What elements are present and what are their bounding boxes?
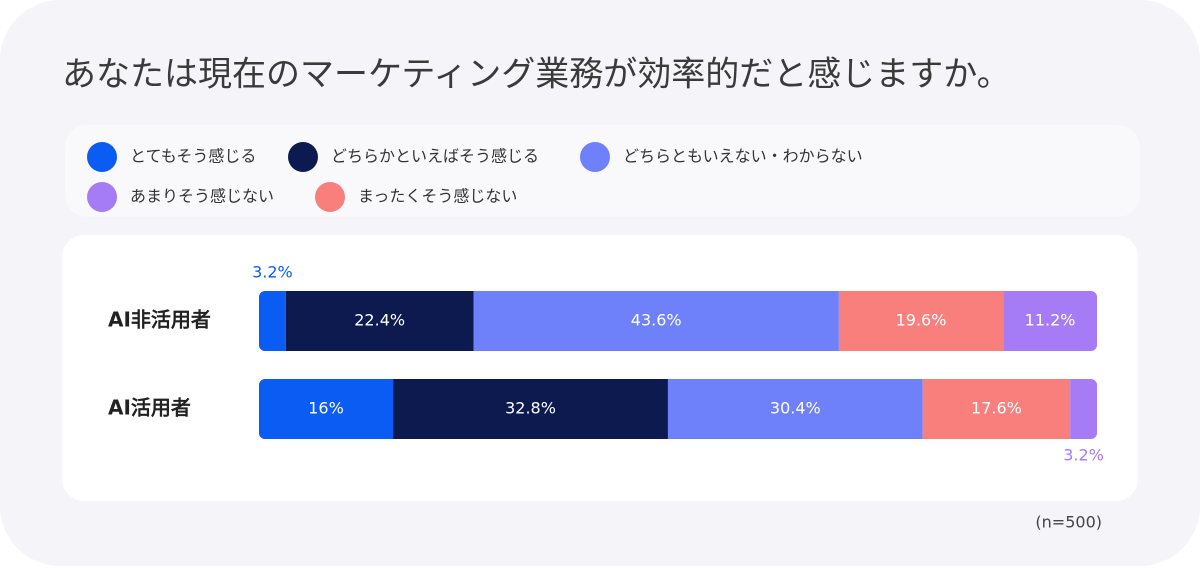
legend-swatch [87, 142, 117, 172]
bar-segment [259, 379, 394, 439]
legend-label: どちらともいえない・わからない [623, 147, 863, 166]
note: (n=500) [1035, 513, 1102, 532]
bar-segment [1003, 291, 1097, 351]
value-label: 32.8% [505, 399, 556, 418]
legend-swatch [87, 182, 117, 212]
bar-segment [259, 291, 286, 351]
value-label: 11.2% [1025, 311, 1076, 330]
value-label: 43.6% [631, 311, 682, 330]
legend-label: どちらかといえばそう感じる [331, 147, 539, 166]
plot-box [62, 235, 1138, 501]
marks: とてもそう感じる どちらかといえばそう感じる どちらともいえない・わからないあまりそ… [87, 142, 1104, 465]
legend-swatch [315, 182, 345, 212]
bar-segment [838, 291, 1004, 351]
value-label: 22.4% [354, 311, 405, 330]
legend-label: とてもそう感じる [130, 147, 256, 166]
value-label: 30.4% [770, 399, 821, 418]
legend-label: まったくそう感じない [358, 187, 517, 206]
legend-label: あまりそう感じない [130, 187, 274, 206]
value-label: 19.6% [896, 311, 947, 330]
bar-segment [393, 379, 668, 439]
value-label: 3.2% [252, 263, 293, 282]
legend-swatch [288, 142, 318, 172]
category-label: AI非活用者 [108, 308, 211, 332]
bar-segment [1070, 379, 1097, 439]
chart-title: あなたは現在のマーケティング業務が効率的だと感じますか。 [62, 55, 1011, 95]
category-label: AI活用者 [108, 396, 191, 420]
bar-segment [285, 291, 474, 351]
value-label: 3.2% [1063, 446, 1104, 465]
bar-segment [922, 379, 1071, 439]
bar-segment [473, 291, 839, 351]
legend-swatch [580, 142, 610, 172]
value-label: 17.6% [971, 399, 1022, 418]
bar-segment [667, 379, 923, 439]
value-label: 16% [308, 399, 344, 418]
